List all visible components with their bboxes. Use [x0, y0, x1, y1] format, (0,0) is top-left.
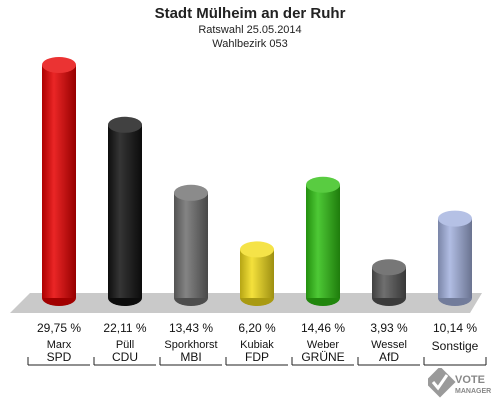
bar-fdp [240, 241, 274, 306]
candidate-label: Weber [307, 339, 340, 351]
value-label: 14,46 % [301, 321, 345, 335]
candidate-label: Marx [47, 339, 72, 351]
party-label: Sonstige [432, 339, 479, 353]
bar-cdu [108, 116, 142, 306]
party-label: AfD [379, 350, 399, 364]
party-label: SPD [47, 350, 72, 364]
candidate-label: Püll [116, 339, 134, 351]
checkmark-icon [424, 366, 456, 398]
party-label: MBI [180, 350, 201, 364]
value-label: 29,75 % [37, 321, 81, 335]
bar-mbi [174, 184, 208, 306]
chart-title: Stadt Mülheim an der Ruhr [154, 5, 346, 22]
value-label: 6,20 % [238, 321, 276, 335]
bar-spd [42, 56, 76, 306]
bar-grüne [306, 176, 340, 306]
bar-sonstige [438, 210, 472, 306]
value-label: 22,11 % [103, 321, 146, 335]
chart-subtitle-date: Ratswahl 25.05.2014 [198, 24, 302, 36]
value-label: 10,14 % [433, 321, 477, 335]
candidate-label: Kubiak [240, 339, 274, 351]
chart-subtitle-district: Wahlbezirk 053 [212, 38, 288, 50]
party-label: GRÜNE [301, 350, 344, 364]
party-label: FDP [245, 350, 269, 364]
logo-text-vote: VOTE [455, 374, 485, 386]
candidate-label: Sporkhorst [164, 339, 217, 351]
logo-text-manager: MANAGER [455, 388, 491, 395]
value-label: 3,93 % [370, 321, 408, 335]
bar-afd [372, 259, 406, 306]
candidate-label: Wessel [371, 339, 407, 351]
party-label: CDU [112, 350, 138, 364]
vote-manager-logo: VOTE MANAGER [424, 366, 498, 398]
value-label: 13,43 % [169, 321, 213, 335]
